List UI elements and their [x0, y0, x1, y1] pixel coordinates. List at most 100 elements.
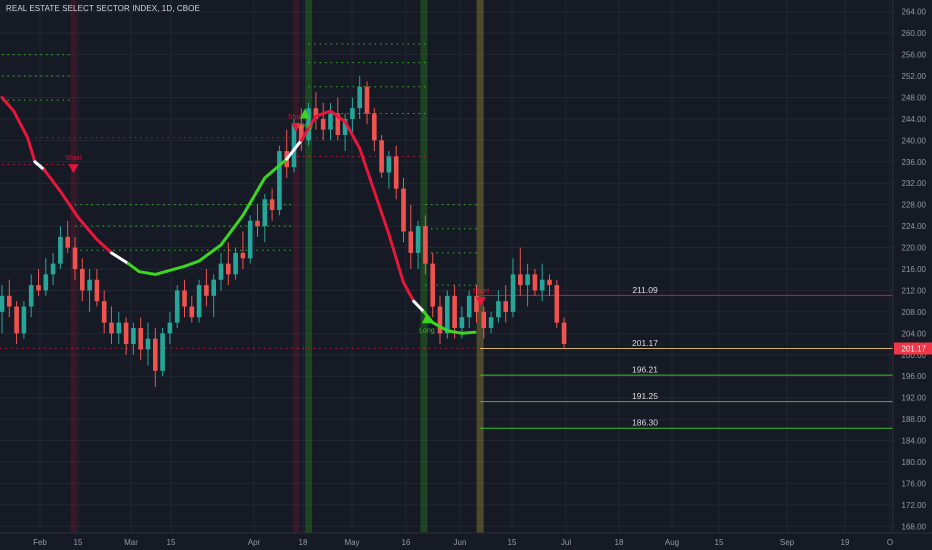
signal-arrow: [421, 313, 432, 324]
target-label: 211.09: [632, 285, 658, 295]
candle-body: [357, 86, 362, 109]
candle-body: [233, 252, 238, 275]
candle-body: [50, 263, 56, 275]
candle-body: [0, 295, 5, 312]
x-tick-label: May: [344, 538, 359, 547]
y-tick-label: 264.00: [902, 8, 927, 17]
x-tick-label: Sep: [780, 538, 795, 547]
signal-arrow: [475, 297, 486, 307]
candle-body: [43, 274, 49, 291]
candle-body: [153, 338, 158, 371]
y-tick-label: 172.00: [902, 501, 927, 510]
x-tick-label: 15: [508, 538, 517, 547]
x-tick-label: 15: [74, 538, 83, 547]
candle-body: [518, 274, 523, 286]
candle-body: [306, 108, 311, 141]
x-tick-label: 18: [299, 538, 308, 547]
ma-line-segment: [42, 168, 113, 255]
candle-body: [94, 279, 100, 302]
signal-band: [305, 0, 313, 533]
candle-body: [167, 322, 173, 334]
y-tick-label: 220.00: [902, 244, 927, 253]
price-axis: [893, 0, 932, 550]
ma-line-segment: [422, 310, 477, 335]
y-tick-label: 260.00: [902, 29, 927, 38]
chart-title: REAL ESTATE SELECT SECTOR INDEX, 1D, CBO…: [6, 4, 200, 13]
y-tick-label: 180.00: [902, 458, 927, 467]
candle-body: [255, 220, 260, 227]
candle-body: [474, 295, 479, 312]
x-tick-label: 18: [615, 538, 624, 547]
signal-arrow: [68, 164, 79, 174]
y-tick-label: 216.00: [902, 265, 927, 274]
candle-body: [561, 322, 567, 345]
signal-band: [293, 0, 300, 533]
x-tick-label: Jul: [561, 538, 571, 547]
y-tick-label: 252.00: [902, 72, 927, 81]
candle-body: [320, 118, 326, 130]
y-tick-label: 212.00: [902, 286, 927, 295]
x-tick-label: Jun: [454, 538, 467, 547]
candle-body: [87, 279, 92, 291]
y-tick-label: 200.00: [902, 351, 927, 360]
candle-body: [328, 113, 333, 130]
candle-body: [299, 124, 304, 141]
candle-body: [401, 188, 406, 232]
ma-line-segment: [285, 138, 303, 161]
candle-body: [525, 274, 530, 286]
candle-body: [466, 295, 472, 318]
candle-body: [247, 220, 253, 259]
y-tick-label: 248.00: [902, 93, 927, 102]
y-tick-label: 176.00: [902, 479, 927, 488]
candle-body: [488, 317, 494, 328]
candle-body: [313, 108, 319, 119]
candle-body: [101, 301, 107, 323]
x-tick-label: O: [887, 538, 893, 547]
signal-arrow: [291, 122, 302, 132]
candle-body: [145, 338, 151, 350]
candle-body: [393, 156, 399, 189]
candle-body: [437, 306, 443, 334]
candle-body: [240, 252, 246, 259]
candle-body: [481, 311, 487, 328]
candle-body: [182, 290, 187, 307]
candle-body: [379, 140, 384, 173]
candle-body: [430, 263, 435, 307]
y-tick-label: 244.00: [902, 115, 927, 124]
candle-body: [503, 301, 508, 312]
last-price-badge: [894, 342, 932, 355]
candle-body: [218, 263, 224, 280]
candle-body: [269, 199, 275, 211]
candle-body: [211, 279, 216, 296]
signal-label: Short: [473, 288, 490, 295]
candle-body: [532, 274, 538, 291]
x-tick-label: Apr: [248, 538, 261, 547]
signal-label: Short: [288, 114, 305, 121]
x-tick-label: 15: [167, 538, 176, 547]
candle-body: [14, 306, 19, 334]
y-tick-label: 188.00: [902, 415, 927, 424]
y-tick-label: 228.00: [902, 201, 927, 210]
signal-arrow: [299, 108, 310, 119]
x-tick-label: 19: [841, 538, 850, 547]
candle-body: [452, 295, 457, 328]
candle-body: [408, 231, 414, 253]
candle-body: [36, 285, 41, 291]
ma-line-segment: [110, 251, 130, 266]
signal-label: Long: [419, 327, 435, 334]
candle-body: [372, 113, 377, 141]
candle-body: [123, 322, 129, 345]
candle-body: [28, 285, 34, 307]
y-tick-label: 208.00: [902, 308, 927, 317]
candle-body: [547, 279, 552, 286]
candle-body: [80, 269, 85, 291]
y-tick-label: 240.00: [902, 136, 927, 145]
target-label: 196.21: [632, 365, 658, 375]
candle-body: [291, 124, 297, 168]
candle-body: [131, 327, 136, 345]
candle-body: [364, 86, 370, 114]
time-axis: [0, 533, 932, 550]
ma-line-segment: [412, 299, 426, 314]
